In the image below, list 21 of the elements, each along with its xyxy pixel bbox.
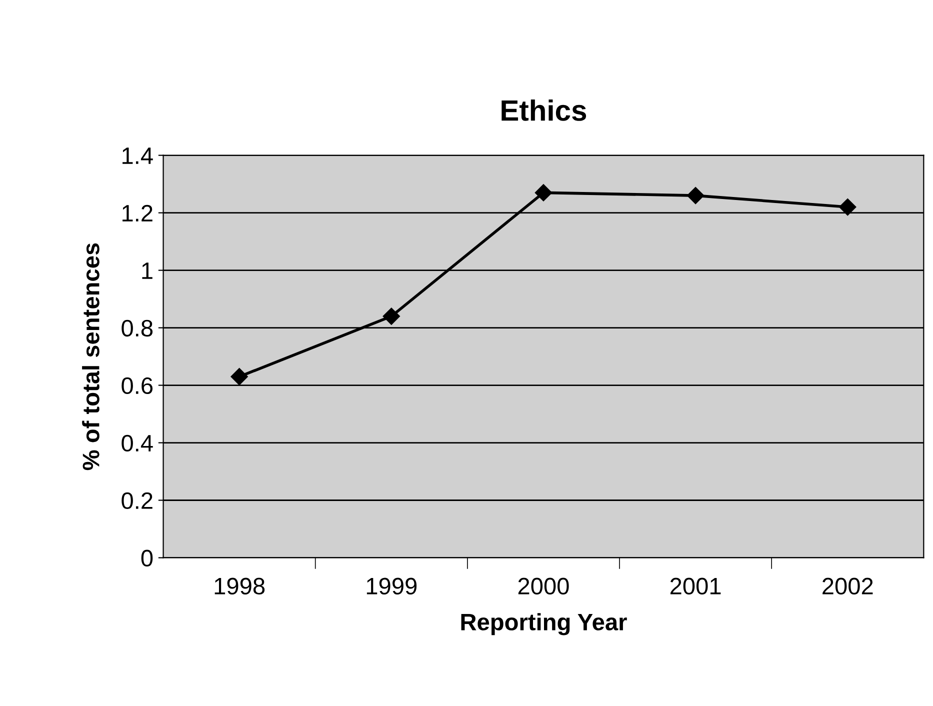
x-tick-label: 2001 xyxy=(670,578,721,595)
y-tick-label: 1.2 xyxy=(122,204,152,222)
point xyxy=(687,187,704,204)
y-tick-label: 0.8 xyxy=(122,320,153,337)
x-tick-label: 2002 xyxy=(822,578,873,595)
point xyxy=(534,184,552,202)
y-tick-label: 1 xyxy=(142,262,152,279)
chart-title: Ethics xyxy=(502,99,586,121)
y-tick-label: 0.6 xyxy=(122,377,153,394)
point xyxy=(839,198,856,216)
x-axis-title: Reporting Year xyxy=(461,613,627,636)
point xyxy=(382,308,400,325)
y-tick-label: 1.4 xyxy=(122,148,153,164)
x-tick-label: 1999 xyxy=(366,578,417,595)
y-tick-label: 0.2 xyxy=(122,492,152,510)
y-tick-label: 0 xyxy=(141,550,153,567)
point xyxy=(230,368,248,386)
y-axis-title: % of total sentences xyxy=(82,243,100,470)
y-tick-label: 0.4 xyxy=(122,434,153,452)
x-tick-label: 2000 xyxy=(518,578,569,595)
x-tick-label: 1998 xyxy=(214,578,265,595)
